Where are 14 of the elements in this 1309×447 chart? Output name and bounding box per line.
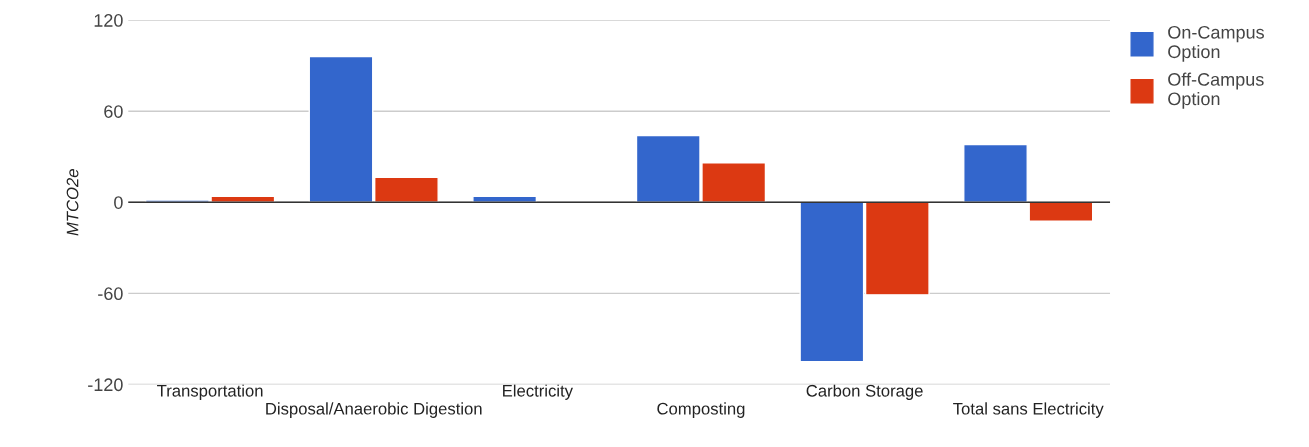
x-tick-label: Electricity: [503, 384, 573, 400]
x-tick-label: Disposal/Anaerobic Digestion: [266, 402, 482, 418]
legend-label: Off-Campus Option: [1168, 72, 1264, 109]
y-tick-label: 0: [114, 196, 123, 209]
x-tick-label: Carbon Storage: [806, 384, 923, 400]
y-axis-title: MTCO2e: [66, 169, 79, 236]
y-tick-label: 120: [94, 14, 123, 27]
y-tick-label: 60: [104, 105, 123, 118]
x-tick-label: Total sans Electricity: [953, 402, 1104, 418]
x-tick-label: Transportation: [157, 384, 263, 400]
x-tick-label: Composting: [657, 402, 745, 418]
y-tick-label: -120: [88, 378, 123, 392]
legend-label: On-Campus Option: [1168, 25, 1264, 62]
y-tick-label: -60: [98, 287, 123, 301]
